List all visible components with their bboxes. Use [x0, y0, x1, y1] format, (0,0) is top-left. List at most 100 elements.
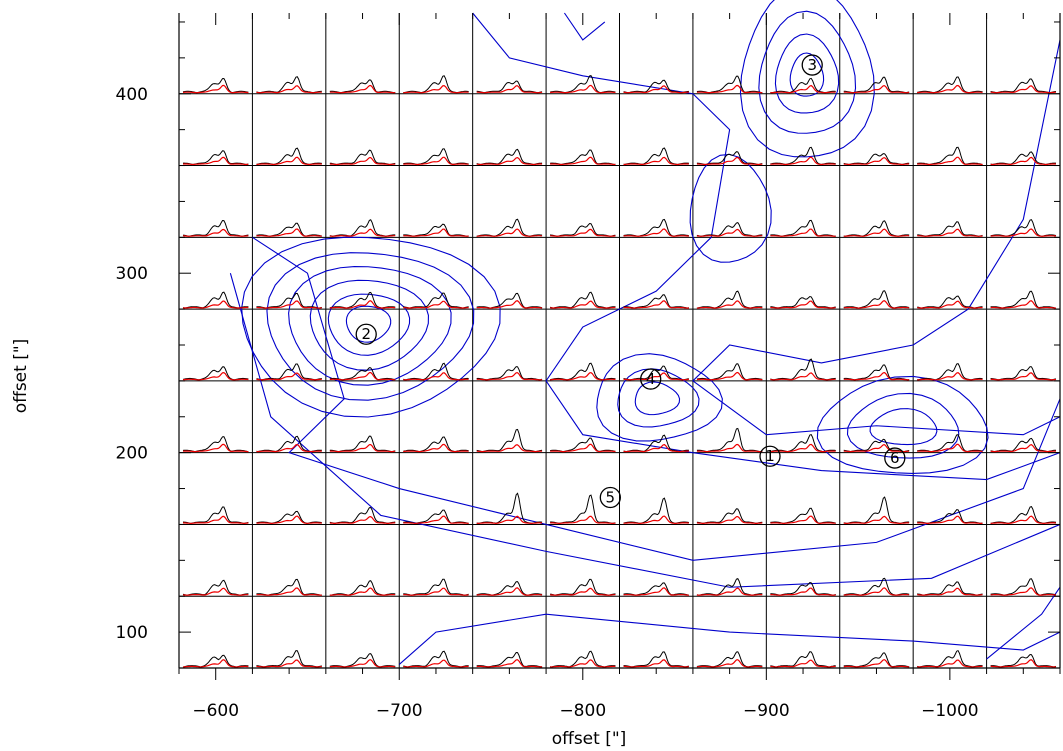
- spectrum-red-line: [696, 156, 763, 166]
- source-marker-label: 5: [606, 489, 616, 507]
- source-markers: 1 2 3 4 5 6: [355, 54, 906, 509]
- spectra-panels: [182, 75, 1057, 668]
- spectrum-black-line: [843, 652, 910, 668]
- spectrum-black-line: [403, 223, 469, 237]
- spectrum-red-line: [623, 300, 690, 309]
- spectrum-red-line: [917, 659, 983, 668]
- spectrum-black-line: [917, 509, 983, 524]
- spectrum-red-line: [476, 444, 543, 453]
- spectrum-red-line: [329, 228, 396, 237]
- contour-line: [309, 279, 429, 371]
- spectrum-black-line: [182, 579, 249, 596]
- spectrum-red-line: [476, 587, 543, 596]
- contour-line: [398, 613, 1061, 665]
- spectrum-black-line: [990, 78, 1057, 94]
- y-axis-ticks: 100 200 300 400: [116, 21, 1060, 669]
- spectrum-red-line: [403, 659, 469, 668]
- contour-line: [288, 265, 452, 386]
- spectrum-red-line: [990, 228, 1057, 237]
- spectrum-red-line: [182, 228, 249, 237]
- spectrum-red-line: [403, 587, 469, 596]
- contour-line: [617, 368, 700, 428]
- spectrum-red-line: [329, 659, 396, 668]
- x-tick-label: −800: [559, 701, 606, 721]
- spectrum-red-line: [550, 228, 616, 237]
- spectrum-black-line: [990, 437, 1057, 453]
- contour-line: [229, 273, 1061, 588]
- spectrum-red-line: [403, 156, 469, 166]
- contour-line: [739, 0, 875, 158]
- spectrum-red-line: [990, 156, 1056, 166]
- spectrum-black-line: [917, 581, 983, 596]
- spectrum-black-line: [550, 149, 616, 166]
- x-tick-label: −900: [743, 701, 790, 721]
- contour-line: [869, 408, 938, 446]
- y-tick-label: 100: [116, 623, 148, 643]
- y-tick-label: 300: [116, 264, 148, 284]
- contour-line: [634, 381, 681, 416]
- spectrum-red-line: [182, 587, 249, 596]
- spectrum-red-line: [183, 156, 249, 166]
- spectrum-black-line: [990, 653, 1057, 668]
- spectrum-red-line: [990, 444, 1056, 453]
- spectrum-black-line: [843, 220, 910, 237]
- source-marker-circle: [640, 368, 662, 390]
- spectrum-red-line: [256, 228, 322, 237]
- spectrum-red-line: [183, 515, 249, 525]
- spectrum-black-line: [476, 366, 543, 381]
- spectrum-black-line: [256, 650, 322, 668]
- spectrum-red-line: [550, 515, 616, 525]
- spectrum-red-line: [990, 587, 1057, 596]
- spectrum-red-line: [329, 587, 396, 596]
- spectrum-red-line: [550, 371, 616, 381]
- spectrum-black-line: [843, 364, 910, 381]
- spectrum-black-line: [990, 151, 1056, 165]
- spectrum-red-line: [403, 228, 469, 237]
- source-marker-label: 2: [361, 325, 371, 343]
- spectrum-red-line: [696, 515, 763, 525]
- spectrum-black-line: [550, 578, 616, 596]
- spectrum-red-line: [917, 300, 983, 309]
- source-marker-circle: [599, 486, 621, 509]
- spectrum-red-line: [476, 228, 543, 237]
- spectrum-red-line: [843, 300, 910, 309]
- spectrum-red-line: [770, 515, 836, 525]
- spectrum-red-line: [843, 371, 910, 381]
- spectrum-black-line: [623, 497, 690, 524]
- spectrum-red-line: [476, 659, 543, 668]
- spectrum-red-line: [917, 587, 983, 596]
- contour-line: [563, 12, 606, 41]
- spectrum-red-line: [696, 228, 763, 237]
- spectrum-red-line: [329, 300, 396, 309]
- spectrum-red-line: [770, 659, 836, 668]
- spectrum-red-line: [182, 84, 249, 94]
- spectrum-red-line: [256, 372, 322, 381]
- spectrum-red-line: [550, 156, 616, 166]
- spectrum-red-line: [623, 515, 689, 525]
- spectrum-black-line: [182, 77, 249, 94]
- spectrum-black-line: [256, 76, 322, 94]
- spectrum-black-line: [476, 148, 543, 166]
- spectrum-black-line: [182, 506, 249, 524]
- spectrum-red-line: [329, 84, 396, 94]
- spectrum-red-line: [990, 372, 1057, 381]
- spectrum-black-line: [990, 366, 1057, 381]
- spectrum-black-line: [843, 153, 910, 165]
- spectrum-black-line: [550, 222, 616, 237]
- spectrum-red-line: [476, 300, 543, 309]
- spectrum-red-line: [550, 300, 616, 309]
- spectrum-black-line: [549, 291, 616, 309]
- source-marker-label: 1: [765, 447, 775, 465]
- spectrum-red-line: [476, 85, 543, 94]
- spectrum-black-line: [550, 437, 616, 452]
- spectrum-red-line: [770, 372, 836, 381]
- spectrum-red-line: [843, 228, 910, 237]
- spectrum-black-line: [256, 510, 322, 524]
- spectrum-red-line: [403, 84, 469, 94]
- spectrum-red-line: [990, 659, 1057, 668]
- contour-line: [241, 236, 501, 418]
- spectrum-red-line: [403, 300, 469, 309]
- x-tick-label: −700: [376, 701, 423, 721]
- spectrum-black-line: [329, 580, 396, 596]
- spectrum-red-line: [843, 444, 910, 453]
